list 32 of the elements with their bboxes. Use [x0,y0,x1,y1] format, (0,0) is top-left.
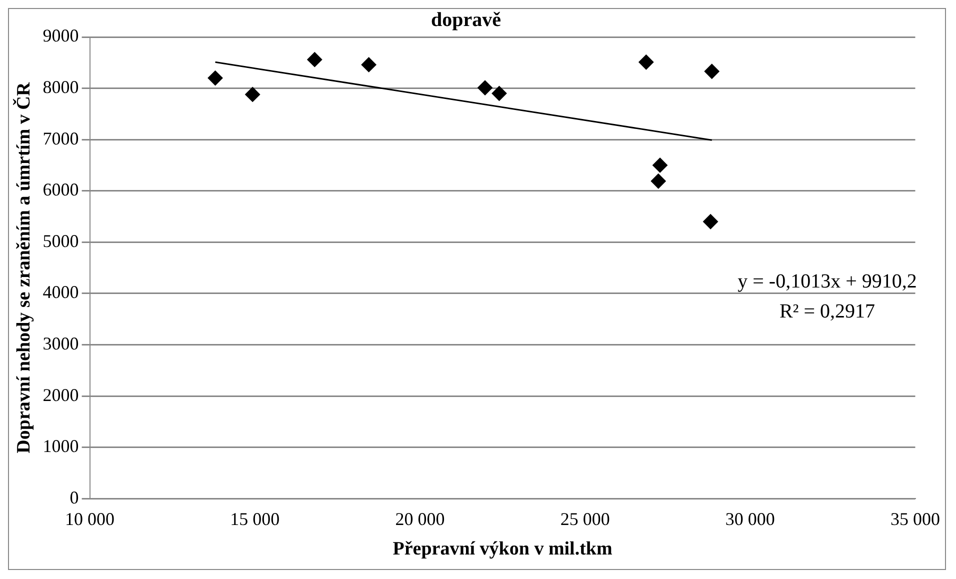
point [307,52,322,68]
point [208,70,223,86]
point [652,158,668,173]
y-tick-label: 2000 [42,384,79,405]
x-axis-title: Přepravní výkon v mil.tkm [392,538,612,560]
chart-title: dopravě [431,9,502,32]
x-tick-label: 25 000 [560,509,610,530]
y-tick-label: 7000 [42,128,79,148]
x-tick-label: 15 000 [230,509,280,530]
point [704,64,720,79]
y-tick-label: 6000 [42,180,79,200]
point [638,54,654,70]
y-tick-label: 1000 [42,436,79,456]
y-axis-title: Dopravní nehody se zraněním a úmrtím v ČR [12,82,34,454]
y-tick-label: 5000 [42,230,79,251]
y-tick-label: 4000 [42,282,79,302]
y-tick-label: 0 [70,487,79,508]
annotation: R² = 0,2917 [779,300,876,322]
point [492,86,507,101]
x-tick-label: 10 000 [65,509,115,530]
y-tick-label: 9000 [42,26,79,46]
point [245,86,260,102]
y-tick-label: 8000 [42,77,79,98]
point [650,174,666,189]
y-tick-label: 3000 [42,333,79,354]
point [478,80,493,96]
x-tick-label: 30 000 [725,509,775,530]
point [703,214,718,230]
point [361,57,376,72]
annotation: y = -0,1013x + 9910,2 [738,270,917,292]
x-tick-label: 20 000 [395,509,445,530]
x-tick-label: 35 000 [890,509,940,530]
